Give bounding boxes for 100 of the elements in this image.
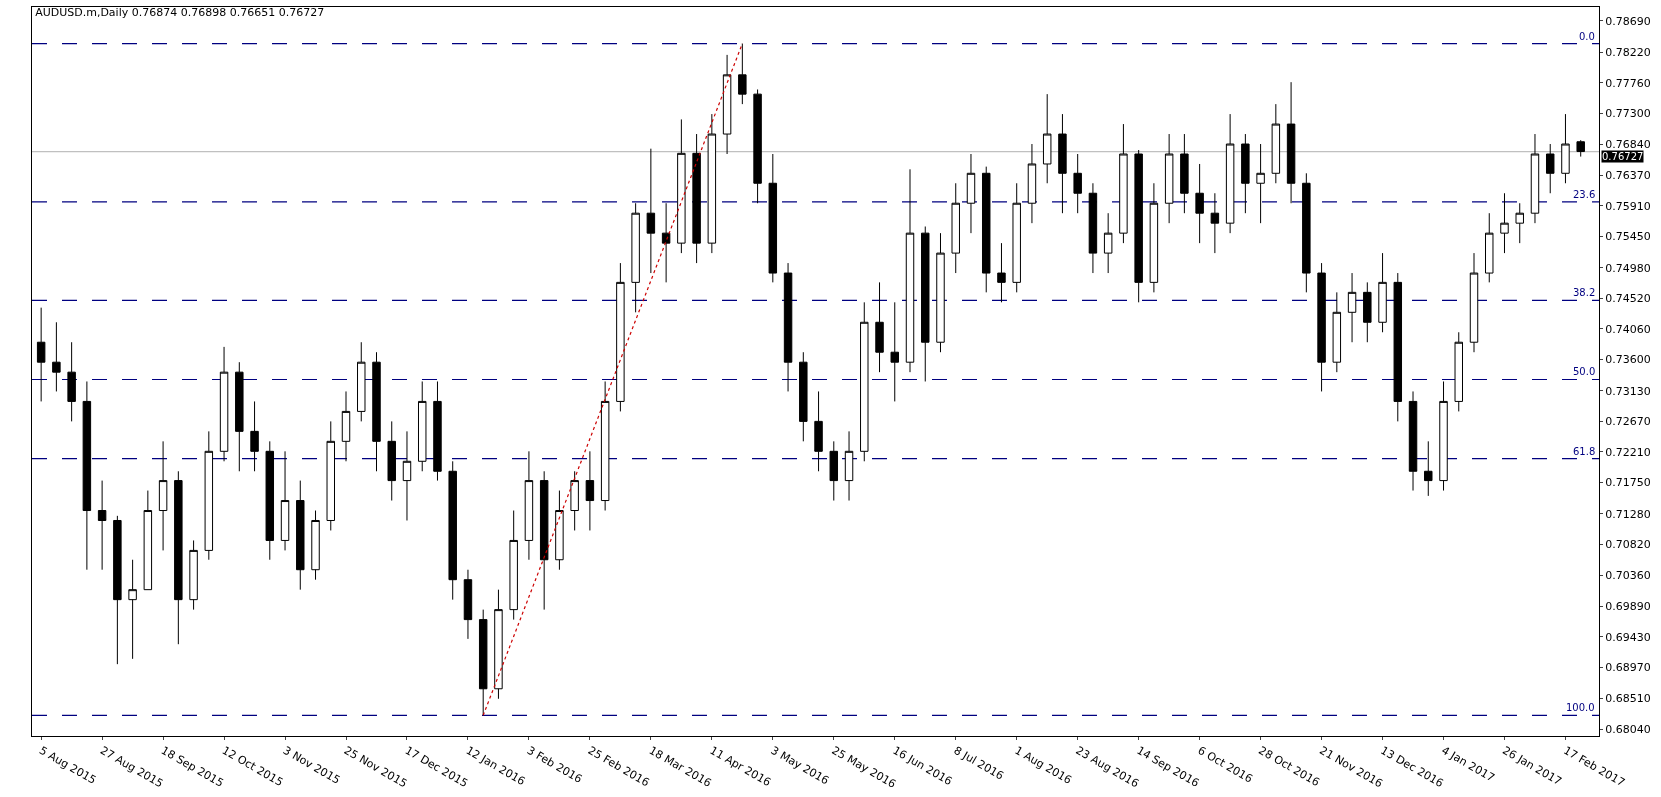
candlestick [1012, 182, 1021, 293]
candlestick [860, 301, 869, 462]
candlestick [1576, 139, 1585, 158]
candlestick [448, 460, 457, 601]
candlestick [1286, 81, 1296, 204]
candlestick [555, 490, 564, 571]
y-tick-label: 0.78690 [1605, 14, 1651, 28]
candlestick [1073, 153, 1082, 214]
candlestick [921, 226, 930, 382]
candlestick [844, 430, 854, 502]
candlestick [616, 262, 625, 412]
candlestick [189, 539, 198, 611]
candlestick [113, 515, 122, 665]
y-tick-label: 0.75910 [1605, 199, 1651, 213]
candlestick [753, 88, 762, 204]
candlestick [1103, 212, 1113, 274]
y-tick-label: 0.77300 [1605, 107, 1651, 121]
candlestick [799, 351, 808, 442]
candlestick [1454, 331, 1463, 412]
y-tick-label: 0.73130 [1605, 384, 1651, 398]
candlestick [433, 380, 442, 482]
candlestick [1119, 123, 1128, 244]
candlestick [1317, 262, 1326, 392]
candlestick [1210, 192, 1220, 254]
candlestick [174, 470, 183, 645]
annotation: 100.0 [1566, 702, 1595, 713]
y-tick-label: 0.70360 [1605, 568, 1651, 582]
candlestick [768, 153, 778, 283]
y-tick-label: 0.68040 [1605, 723, 1651, 737]
y-tick-label: 0.74520 [1605, 292, 1651, 306]
y-tick-label: 0.71750 [1605, 476, 1651, 490]
candlestick [250, 400, 259, 472]
candlestick [738, 43, 747, 105]
candlestick [1561, 113, 1570, 184]
y-tick-label: 0.68510 [1605, 691, 1651, 705]
candlestick [67, 341, 76, 422]
candlestick [265, 440, 275, 561]
candlestick [1393, 272, 1403, 422]
y-tick-label: 0.74980 [1605, 261, 1651, 275]
candlestick [158, 440, 168, 551]
candlestick [997, 242, 1006, 303]
y-tick-label: 0.70820 [1605, 538, 1651, 552]
candlestick [1439, 380, 1448, 492]
candlestick [1256, 143, 1265, 224]
candlestick [97, 480, 107, 571]
candlestick [417, 380, 427, 472]
candlestick [631, 202, 640, 313]
candlestick [981, 166, 991, 293]
y-tick-label: 0.73600 [1605, 353, 1651, 367]
candlestick [1485, 212, 1494, 283]
y-tick-label: 0.72670 [1605, 415, 1651, 429]
y-tick-label: 0.77760 [1605, 76, 1651, 90]
candlestick [143, 490, 153, 591]
annotation: 23.6 [1573, 189, 1596, 200]
candlestick [326, 420, 335, 531]
candlestick [875, 281, 884, 373]
candlestick [1515, 202, 1524, 244]
candlestick [128, 559, 137, 660]
candlestick [1241, 133, 1250, 214]
candlestick [311, 510, 320, 581]
candlestick [1088, 182, 1098, 274]
candlestick [1424, 440, 1433, 497]
candlestick [1530, 133, 1540, 224]
candlestick [280, 450, 290, 551]
candlestick [692, 133, 701, 264]
candlestick [494, 589, 503, 700]
candlestick [1500, 192, 1509, 254]
candlestick [600, 380, 610, 512]
candlestick [814, 390, 823, 472]
candlestick [1058, 113, 1067, 214]
candlestick [1332, 291, 1342, 373]
y-tick-label: 0.71280 [1605, 507, 1651, 521]
y-tick-label: 0.69890 [1605, 600, 1651, 614]
candlestick [570, 470, 579, 531]
y-tick-label: 0.69430 [1605, 630, 1651, 644]
candlestick [1469, 252, 1479, 353]
annotation: 38.2 [1573, 287, 1596, 298]
candlestick [402, 430, 412, 521]
candlestick [890, 301, 899, 402]
candlestick [539, 470, 549, 611]
candlestick [1545, 143, 1555, 194]
candlestick [783, 262, 793, 392]
candlestick [463, 569, 473, 640]
candlestick [1149, 182, 1159, 293]
candlestick [646, 148, 656, 274]
candlestick [296, 480, 305, 591]
candlestick [387, 420, 396, 502]
candlestick [1363, 281, 1372, 343]
candlestick [1042, 93, 1052, 184]
candlestick [585, 450, 595, 531]
candlestick [82, 380, 92, 571]
candlestick [829, 440, 839, 502]
y-tick-label: 0.76840 [1605, 137, 1651, 151]
annotation: 50.0 [1573, 366, 1596, 377]
candlestick [1164, 133, 1174, 224]
candlestick [478, 609, 488, 716]
annotation: 61.8 [1573, 446, 1596, 457]
candlestick [966, 153, 976, 234]
candlestick [1225, 113, 1235, 234]
candlestick [905, 168, 915, 373]
